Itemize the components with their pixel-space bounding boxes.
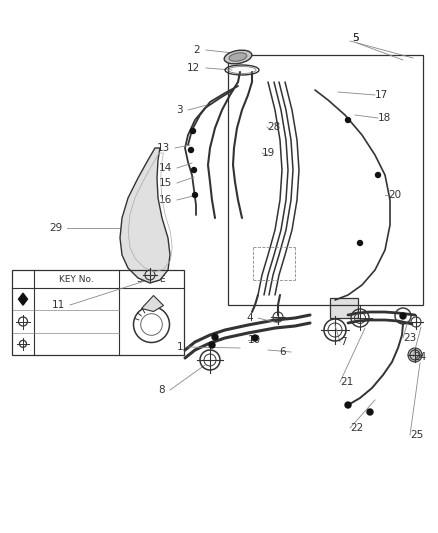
- Polygon shape: [120, 148, 170, 283]
- Text: 4: 4: [246, 313, 253, 323]
- Text: 15: 15: [159, 178, 172, 188]
- Text: 21: 21: [340, 377, 353, 387]
- Text: 14: 14: [159, 163, 172, 173]
- Text: 8: 8: [159, 385, 165, 395]
- Polygon shape: [141, 295, 163, 311]
- Text: 28: 28: [267, 122, 280, 132]
- Text: 25: 25: [410, 430, 423, 440]
- Circle shape: [400, 313, 406, 319]
- Circle shape: [357, 240, 363, 246]
- Circle shape: [408, 348, 422, 362]
- Text: 22: 22: [350, 423, 363, 433]
- Text: 20: 20: [388, 190, 401, 200]
- Circle shape: [346, 117, 350, 123]
- Text: 24: 24: [413, 352, 426, 362]
- Circle shape: [252, 335, 258, 341]
- Bar: [330, 298, 358, 318]
- Text: KEY No.: KEY No.: [59, 274, 94, 284]
- Circle shape: [209, 342, 215, 348]
- Text: 10: 10: [248, 335, 261, 345]
- Polygon shape: [18, 293, 28, 305]
- Ellipse shape: [229, 53, 247, 61]
- Circle shape: [191, 167, 197, 173]
- Text: 19: 19: [262, 148, 275, 158]
- Circle shape: [345, 402, 351, 408]
- Bar: [12, 270, 184, 355]
- Text: 5: 5: [352, 33, 359, 43]
- Text: 23: 23: [403, 333, 416, 343]
- Text: 3: 3: [177, 105, 183, 115]
- Circle shape: [192, 192, 198, 198]
- Text: 1: 1: [177, 342, 183, 352]
- Text: SHAPE: SHAPE: [137, 274, 166, 284]
- Text: 6: 6: [279, 347, 286, 357]
- Circle shape: [375, 173, 381, 177]
- Text: 12: 12: [187, 63, 200, 73]
- Text: 11: 11: [52, 300, 65, 310]
- Text: 29: 29: [49, 223, 62, 233]
- Text: 16: 16: [159, 195, 172, 205]
- Circle shape: [212, 334, 218, 340]
- Text: 18: 18: [378, 113, 391, 123]
- Circle shape: [191, 128, 195, 133]
- Bar: [228, 55, 423, 305]
- Ellipse shape: [224, 50, 252, 64]
- Circle shape: [188, 148, 194, 152]
- Circle shape: [367, 409, 373, 415]
- Text: 7: 7: [340, 337, 346, 347]
- Text: 2: 2: [193, 45, 200, 55]
- Text: 17: 17: [375, 90, 388, 100]
- Text: 5: 5: [352, 33, 359, 43]
- Text: 13: 13: [157, 143, 170, 153]
